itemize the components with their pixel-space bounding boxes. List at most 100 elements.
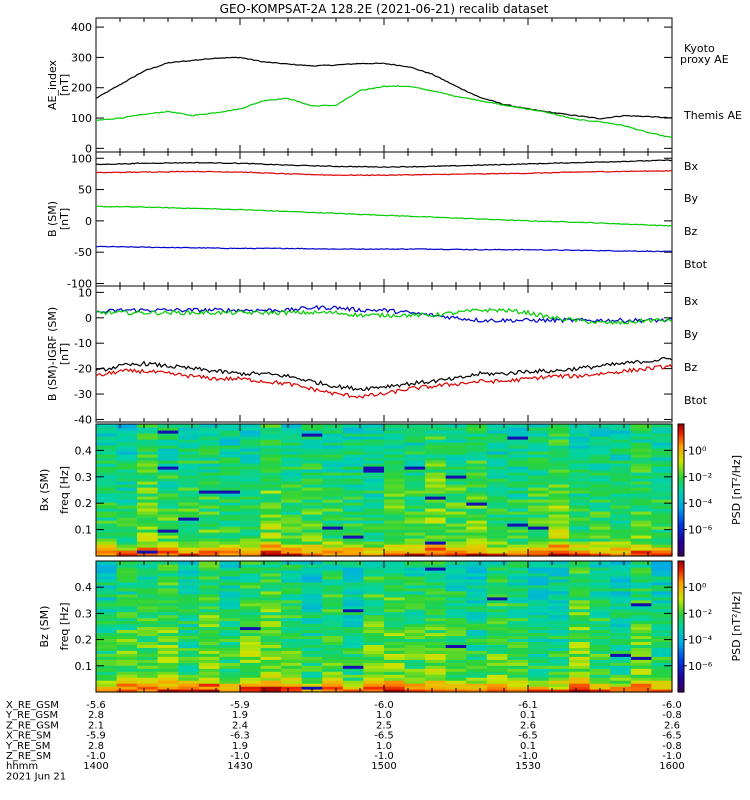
bzspec-cell [322, 561, 344, 565]
bxspec-cell [157, 532, 179, 536]
bzspec-cell [528, 644, 550, 648]
bzspec-cell [198, 614, 221, 619]
bzspec-cell [342, 593, 365, 598]
bxspec-cell [342, 496, 365, 500]
bzspec-cell [178, 656, 200, 660]
bxspec-cell [589, 541, 611, 545]
bxspec-cell [507, 463, 529, 467]
bzspec-cell [486, 689, 509, 693]
bzspec-cell [198, 593, 221, 598]
bxspec-cell [301, 550, 323, 554]
ephemeris-value: -6.0 [662, 700, 682, 711]
bxspec-cell [630, 460, 653, 464]
bzspec-cell [589, 599, 611, 604]
bxspec-cell [178, 532, 200, 536]
bzspec-cell [116, 623, 138, 628]
bxspec-cell [589, 511, 611, 515]
bzspec-cell [281, 614, 303, 619]
bxspec-cell [651, 502, 673, 506]
bxspec-cell [116, 550, 138, 554]
bzspec-cell [404, 632, 426, 637]
bzspec-cell [137, 590, 159, 595]
bxspec-cell [157, 463, 179, 467]
bxspec-cell [281, 481, 303, 485]
bxspec-cell [260, 520, 282, 524]
bxspec-cell [507, 526, 529, 530]
bxspec-cell [425, 532, 447, 536]
bzspec-colorbar-segment [678, 615, 684, 619]
bzspec-cell [198, 561, 221, 565]
bxspec-cell [137, 484, 159, 488]
bzspec-cell [301, 626, 323, 631]
bxspec-colorbar-segment [678, 446, 684, 449]
bzspec-cell [363, 632, 385, 637]
bzspec-cell [137, 656, 159, 660]
bzspec-cell [466, 569, 488, 574]
bzspec-cell [384, 662, 406, 666]
bxspec-cell [404, 478, 426, 482]
bxspec-cell [137, 427, 159, 431]
bxspec-cell [548, 496, 570, 500]
bxspec-cell [198, 454, 221, 458]
bxspec-cell [322, 484, 344, 488]
bzspec-cell [322, 572, 344, 577]
bxspec-cell [116, 454, 138, 458]
bzspec-cell [240, 680, 262, 684]
bxspec-cell [219, 520, 241, 524]
bzspec-cell [240, 647, 262, 651]
bxspec-colorbar-segment [678, 461, 684, 465]
bzspec-cell [260, 674, 282, 678]
bxspec-cell [260, 541, 282, 545]
bxspec-cell [301, 487, 323, 491]
bzspec-cell [507, 656, 529, 660]
bzspec-colorbar-segment [678, 635, 684, 638]
bxspec-cell [610, 520, 632, 524]
bzspec-cell [630, 641, 653, 645]
bzspec-cell [507, 575, 529, 580]
bzspec-cell [384, 602, 406, 607]
bzspec-cell [322, 587, 344, 592]
bzspec-cell [157, 644, 179, 648]
bzspec-cell [116, 647, 138, 651]
bzspec-cell [528, 617, 550, 622]
bzspec-cell [157, 665, 179, 669]
bzspec-cell [589, 596, 611, 601]
bxspec-cell [157, 487, 179, 491]
bzspec-cell [281, 647, 303, 651]
bzspec-cell [198, 647, 221, 651]
bxspec-cell [178, 430, 200, 434]
bzspec-cell [589, 593, 611, 598]
bxspec-colorbar-segment [678, 468, 684, 471]
bxspec-cell [240, 541, 262, 545]
bxspec-cell [384, 535, 406, 539]
bxspec-cell [610, 544, 632, 548]
bxspec-cell [528, 514, 550, 518]
bxspec-cell [157, 436, 179, 440]
bzspec-cell [301, 602, 323, 607]
bzspec-cell [425, 677, 447, 681]
bzspec-cell [445, 593, 467, 598]
bxspec-cell [322, 544, 344, 548]
bzspec-cell [486, 561, 509, 565]
bzspec-cell [548, 581, 570, 586]
bzspec-cell [116, 674, 138, 678]
bzspec-cell [425, 629, 447, 634]
bzspec-cell [178, 683, 200, 687]
bzspec-colorbar-segment [678, 565, 684, 569]
bxspec-cell [445, 526, 467, 530]
bxspec-cell [260, 526, 282, 530]
bzspec-cell [240, 596, 262, 601]
bzspec-cell [466, 584, 488, 589]
bzspec-cell [240, 590, 262, 595]
bxspec-cell [466, 463, 488, 467]
bzspec-cell [507, 629, 529, 634]
bzspec-cell [116, 593, 138, 598]
bzspec-cell [548, 665, 570, 669]
bzspec-cell [569, 668, 591, 672]
bxspec-cell [157, 547, 179, 551]
bxspec-cell [610, 439, 632, 443]
bxspec-cell [466, 478, 488, 482]
bzspec-cell [466, 564, 488, 568]
bxspec-cell [240, 523, 262, 527]
bxspec-cell [486, 517, 509, 521]
